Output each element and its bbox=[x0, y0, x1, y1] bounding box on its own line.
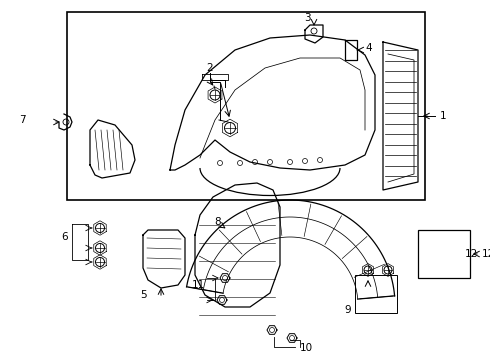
Text: 3: 3 bbox=[304, 13, 310, 23]
Text: 12: 12 bbox=[465, 249, 478, 259]
Text: 11: 11 bbox=[192, 280, 205, 290]
Text: 8: 8 bbox=[215, 217, 221, 227]
Text: 6: 6 bbox=[62, 232, 68, 242]
Text: 5: 5 bbox=[140, 290, 147, 300]
Text: 7: 7 bbox=[19, 115, 25, 125]
Text: 12: 12 bbox=[482, 249, 490, 259]
Text: 9: 9 bbox=[344, 305, 351, 315]
Text: 10: 10 bbox=[300, 343, 313, 353]
Text: 4: 4 bbox=[365, 43, 371, 53]
Text: 1: 1 bbox=[440, 111, 446, 121]
Text: 2: 2 bbox=[207, 63, 213, 73]
Bar bbox=[355, 275, 397, 313]
Bar bbox=[67, 12, 425, 200]
Bar bbox=[418, 230, 470, 278]
